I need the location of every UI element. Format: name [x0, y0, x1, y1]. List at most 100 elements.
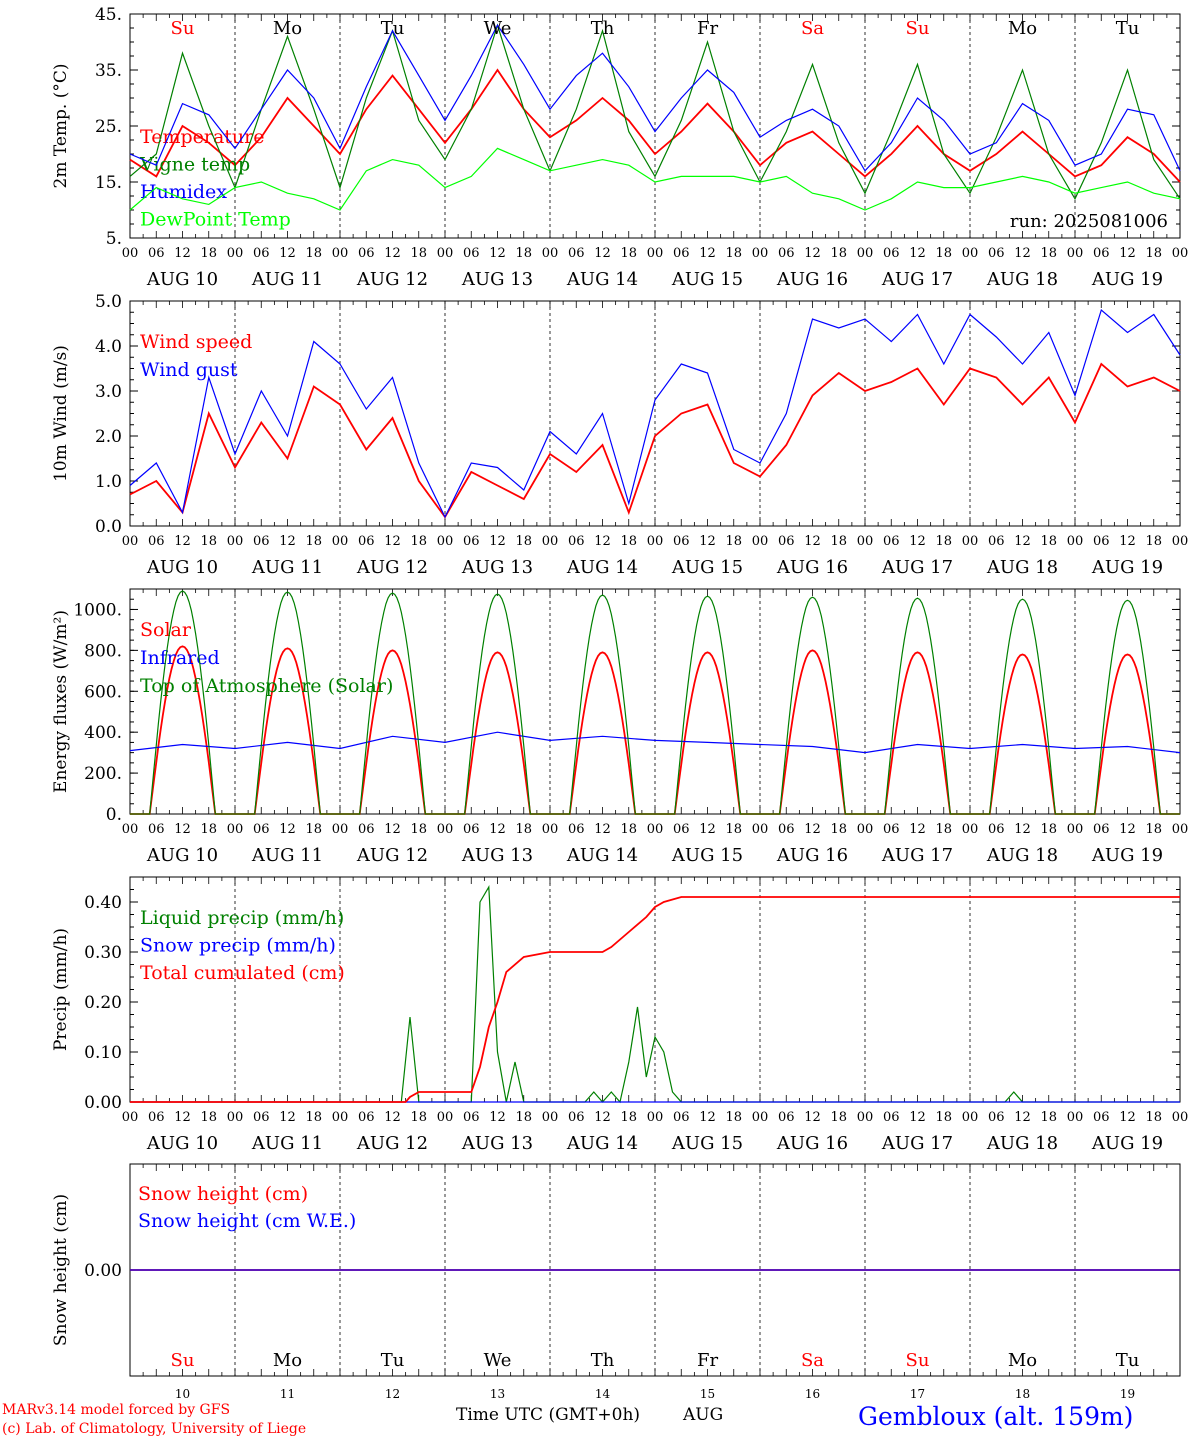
hour-label: 12: [1119, 534, 1136, 549]
y-tick-label: 5.0: [95, 292, 122, 312]
hour-label: 00: [1067, 1110, 1084, 1125]
weekday-label: Sa: [801, 18, 824, 39]
hour-label: 18: [620, 1110, 637, 1125]
hour-label: 00: [542, 246, 559, 261]
hour-label: 00: [647, 246, 664, 261]
hour-label: 12: [384, 534, 401, 549]
hour-label: 18: [1145, 534, 1162, 549]
weekday-label: Fr: [697, 1350, 718, 1371]
date-label: AUG 10: [146, 1133, 218, 1154]
y-tick-label: 1.0: [95, 472, 122, 492]
hour-label: 12: [594, 1110, 611, 1125]
hour-label: 18: [515, 534, 532, 549]
hour-label: 12: [1014, 534, 1031, 549]
date-label: AUG 19: [1091, 1133, 1163, 1154]
legend-entry: Wind speed: [140, 331, 252, 353]
date-label: AUG 16: [776, 1133, 848, 1154]
date-label: AUG 11: [251, 557, 323, 578]
hour-label: 12: [489, 246, 506, 261]
hour-label: 18: [935, 822, 952, 837]
y-axis-label: Energy fluxes (W/m²): [51, 610, 71, 793]
hour-label: 00: [857, 246, 874, 261]
date-label: AUG 14: [566, 845, 638, 866]
y-tick-label: 25.: [95, 117, 122, 137]
legend-entry: Total cumulated (cm): [140, 962, 345, 984]
hour-label: 12: [1014, 1110, 1031, 1125]
run-label: run: 2025081006: [1010, 211, 1168, 232]
y-axis-label: 10m Wind (m/s): [51, 345, 71, 482]
date-label: AUG 19: [1091, 557, 1163, 578]
weekday-label: Mo: [1008, 1350, 1037, 1371]
hour-label: 18: [305, 246, 322, 261]
hour-label: 06: [358, 822, 375, 837]
hour-label: 00: [332, 534, 349, 549]
hour-label: 12: [699, 1110, 716, 1125]
weekday-label: Su: [171, 18, 195, 39]
date-label: AUG 16: [776, 557, 848, 578]
hour-label: 00: [437, 534, 454, 549]
hour-label: 18: [1145, 246, 1162, 261]
hour-label: 12: [594, 246, 611, 261]
date-label: AUG 10: [146, 269, 218, 290]
hour-label: 12: [279, 534, 296, 549]
hour-label: 06: [883, 246, 900, 261]
hour-label: 12: [909, 246, 926, 261]
day-number-label: 18: [1015, 1387, 1030, 1401]
weekday-label: Sa: [801, 1350, 824, 1371]
hour-label: 18: [935, 1110, 952, 1125]
hour-label: 12: [909, 822, 926, 837]
hour-label: 12: [489, 1110, 506, 1125]
hour-label: 06: [1093, 246, 1110, 261]
date-label: AUG 12: [356, 1133, 428, 1154]
y-tick-label: 5.: [106, 229, 122, 249]
hour-label: 18: [200, 246, 217, 261]
weekday-label: Su: [906, 18, 930, 39]
hour-label: 00: [332, 822, 349, 837]
hour-label: 12: [1014, 246, 1031, 261]
y-tick-label: 800.: [84, 641, 122, 661]
series-line-infrared: [129, 731, 1181, 754]
hour-label: 00: [752, 246, 769, 261]
weekday-label: We: [484, 1350, 512, 1371]
hour-label: 12: [909, 534, 926, 549]
weekday-label: Su: [906, 1350, 930, 1371]
hour-label: 06: [673, 1110, 690, 1125]
hour-label: 18: [830, 534, 847, 549]
hour-label: 00: [962, 822, 979, 837]
hour-label: 18: [1040, 822, 1057, 837]
hour-label: 18: [1145, 1110, 1162, 1125]
hour-label: 18: [1040, 1110, 1057, 1125]
y-tick-label: 600.: [84, 682, 122, 702]
hour-label: 18: [200, 534, 217, 549]
hour-label: 00: [857, 1110, 874, 1125]
weekday-label: Su: [171, 1350, 195, 1371]
series-line-temperature: [129, 68, 1181, 183]
hour-label: 06: [883, 1110, 900, 1125]
hour-label: 00: [752, 822, 769, 837]
hour-label: 00: [437, 246, 454, 261]
hour-label: 06: [568, 822, 585, 837]
hour-label: 12: [1119, 822, 1136, 837]
hour-label: 18: [620, 822, 637, 837]
hour-label: 12: [909, 1110, 926, 1125]
hour-label: 18: [830, 1110, 847, 1125]
hour-label: 12: [699, 534, 716, 549]
hour-label: 06: [463, 822, 480, 837]
series-line-wind-gust: [129, 308, 1181, 519]
hour-label: 18: [305, 1110, 322, 1125]
location-label-text: Gembloux (alt. 159m): [858, 1402, 1134, 1431]
date-label: AUG 18: [986, 845, 1058, 866]
date-label: AUG 17: [881, 845, 953, 866]
date-label: AUG 16: [776, 269, 848, 290]
date-label: AUG 15: [671, 557, 743, 578]
day-number-label: 12: [385, 1387, 400, 1401]
day-number-label: 11: [280, 1387, 295, 1401]
hour-label: 06: [148, 534, 165, 549]
hour-label: 06: [463, 1110, 480, 1125]
hour-label: 00: [227, 822, 244, 837]
y-tick-label: 3.0: [95, 382, 122, 402]
weekday-label: Tu: [381, 1350, 405, 1371]
hour-label: 18: [830, 246, 847, 261]
model-credit-line2: (c) Lab. of Climatology, University of L…: [2, 1421, 307, 1437]
date-label: AUG 14: [566, 269, 638, 290]
